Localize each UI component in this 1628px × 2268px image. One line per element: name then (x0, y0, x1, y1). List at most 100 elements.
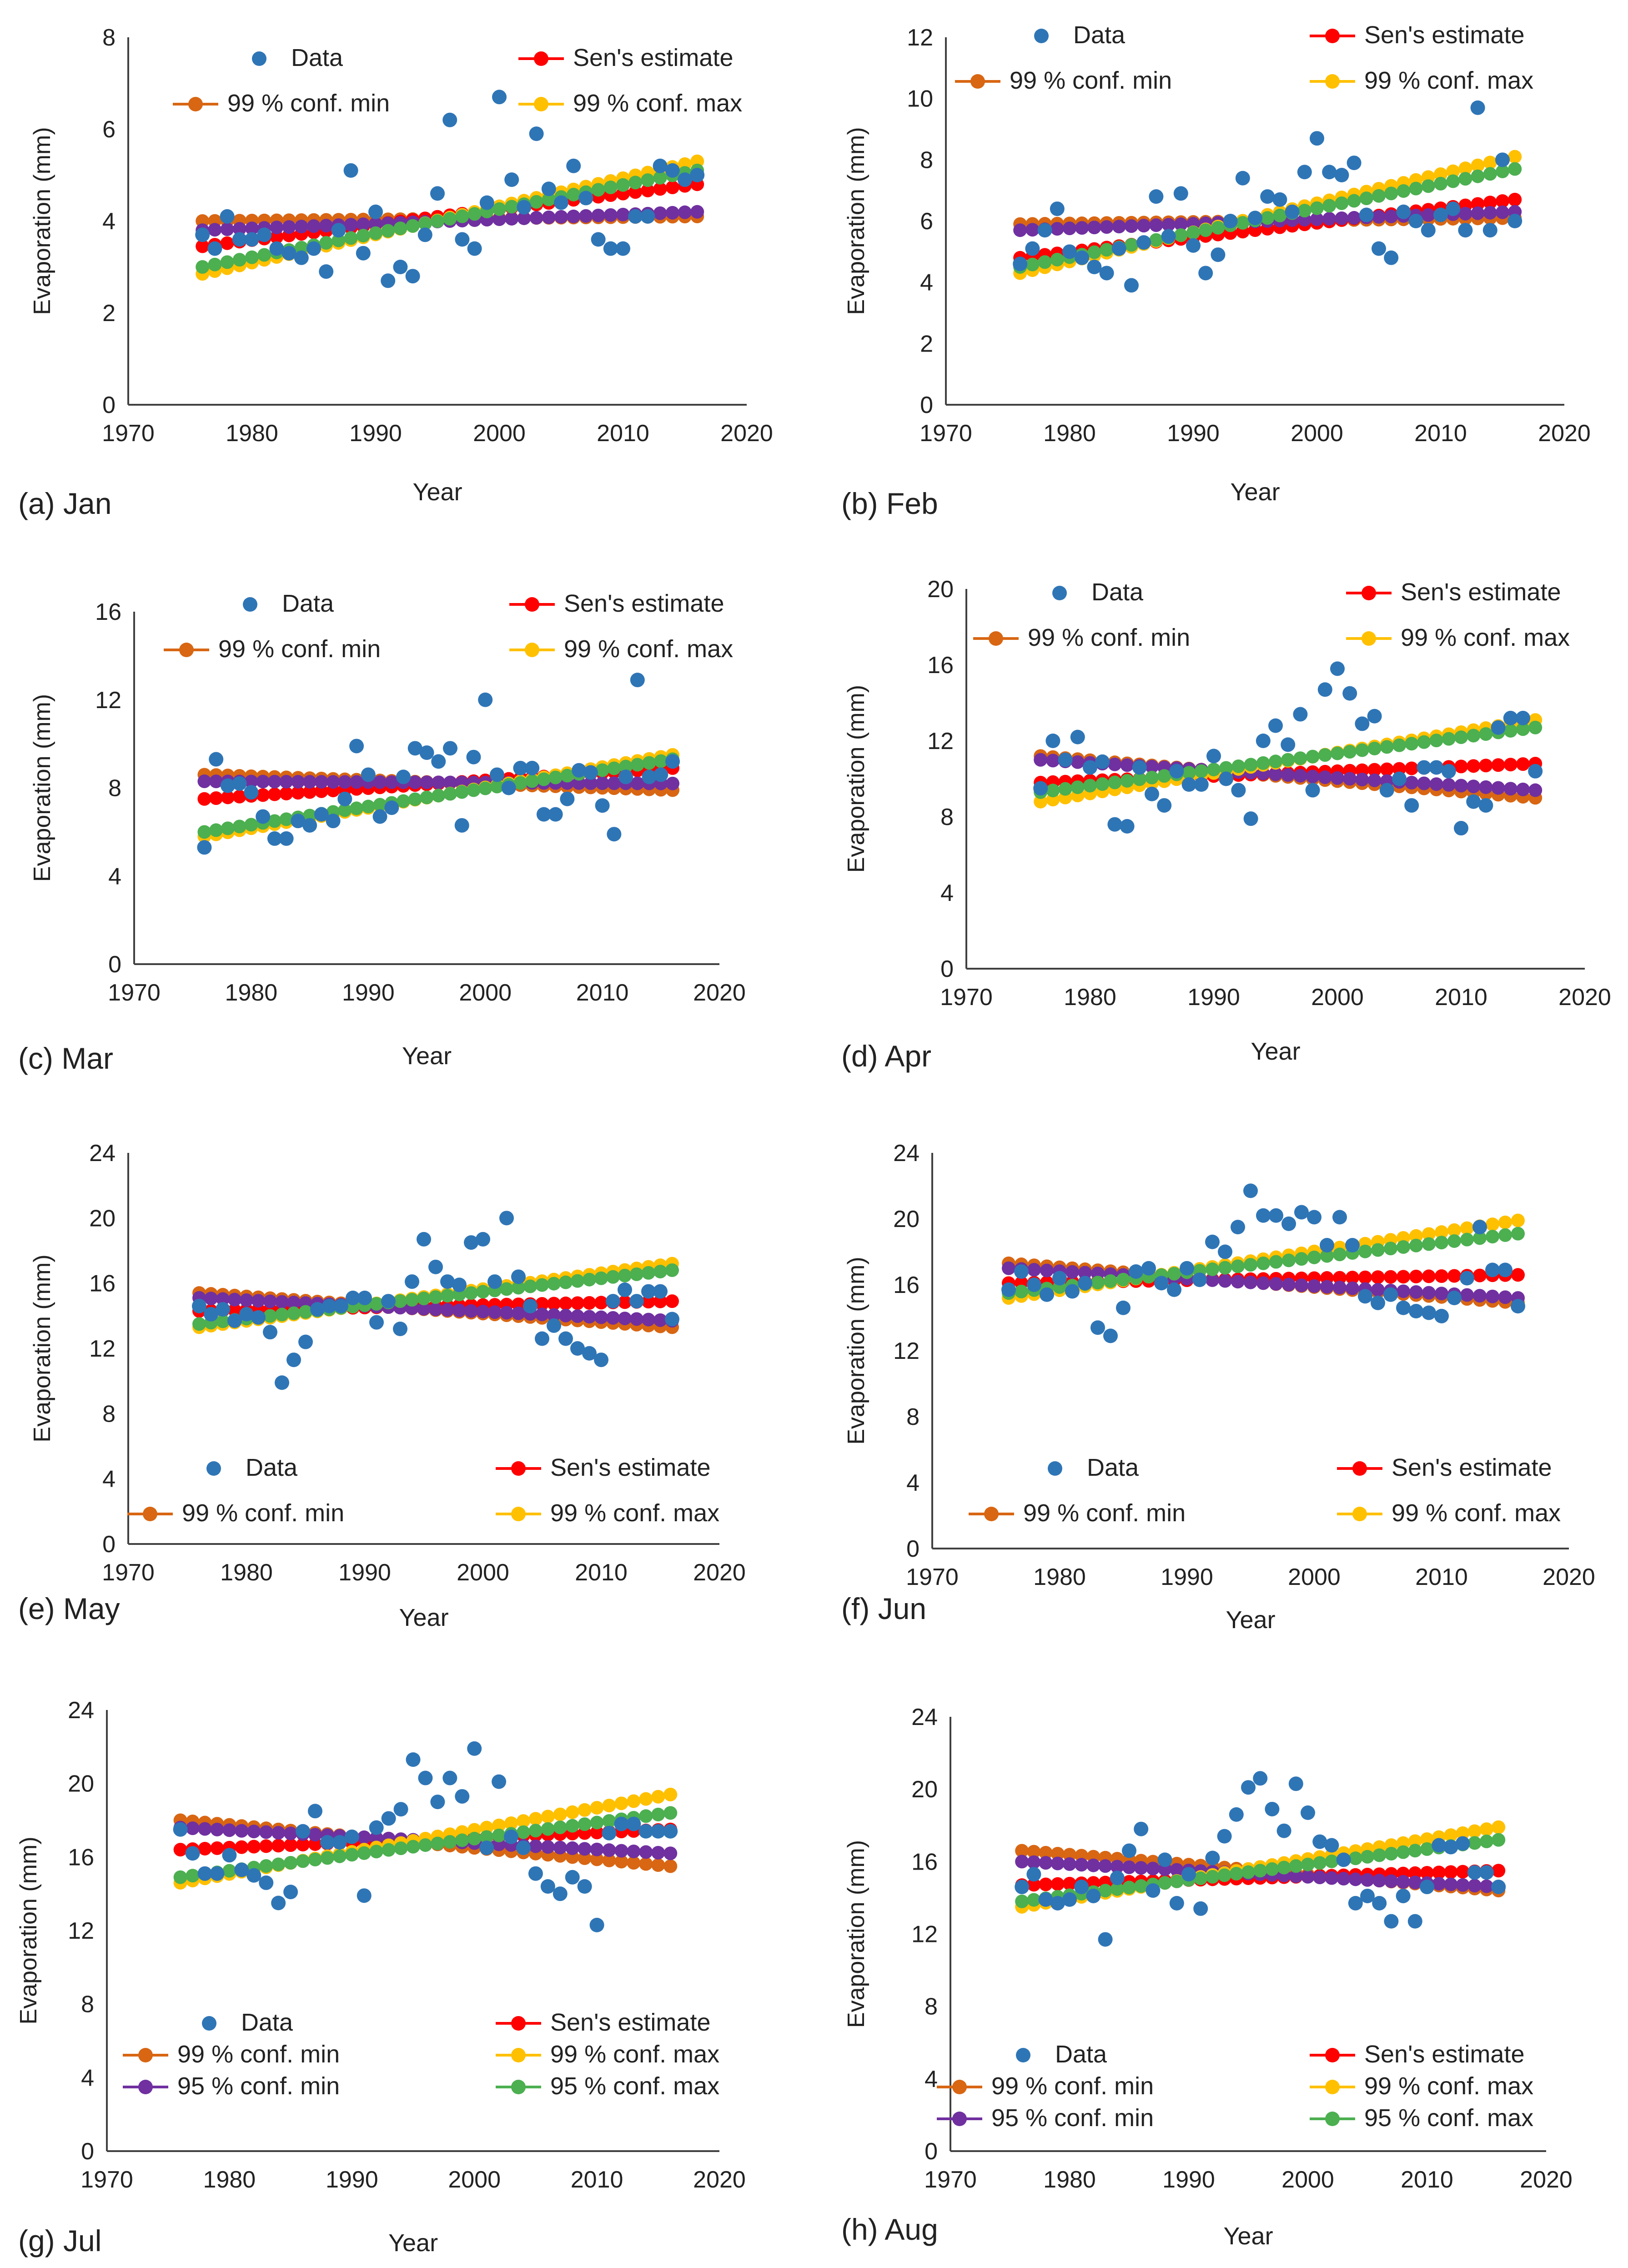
data-point (1157, 798, 1172, 813)
data-point (566, 158, 581, 173)
c95min-marker (602, 1843, 616, 1857)
sen-marker (296, 1838, 310, 1852)
y-tick-label: 0 (102, 1531, 116, 1558)
c95min-marker (244, 774, 258, 789)
c95min-marker (595, 776, 609, 790)
c95min-marker (452, 1303, 466, 1318)
c95min-marker (541, 1840, 555, 1854)
c95max-line-markers (196, 163, 704, 274)
sen-marker (665, 1294, 679, 1308)
legend-item-c95max: 95 % conf. max (1310, 2104, 1533, 2132)
data-point (1379, 783, 1394, 798)
data-point (618, 1282, 632, 1297)
c95min-marker (1313, 1871, 1327, 1885)
x-tick-label: 1990 (1162, 2167, 1215, 2193)
data-point (216, 1302, 230, 1317)
c95min-marker (1046, 754, 1060, 768)
data-point (594, 1353, 608, 1368)
c95min-marker (256, 774, 270, 789)
y-tick-label: 8 (102, 1401, 116, 1427)
c95max-marker (1087, 245, 1101, 259)
c99max-marker (639, 1792, 653, 1806)
c95max-marker (642, 756, 656, 770)
data-point (1446, 201, 1461, 216)
c95min-marker (500, 1306, 513, 1320)
x-tick-label: 1970 (80, 2167, 133, 2193)
legend-item-c99max: 99 % conf. max (518, 90, 742, 117)
x-tick-label: 2010 (1435, 984, 1487, 1011)
c95max-marker (602, 1814, 616, 1828)
c99min-marker (663, 1859, 678, 1873)
legend-label: Data (1091, 578, 1144, 606)
data-point (1422, 1305, 1436, 1320)
data-point (1392, 771, 1407, 786)
c95min-marker (356, 217, 370, 231)
c95min-marker (535, 1307, 549, 1322)
legend-label: 95 % conf. min (177, 2072, 340, 2100)
data-point (1498, 1262, 1512, 1277)
c95max-marker (1206, 1262, 1219, 1276)
c95min-marker (385, 775, 399, 789)
data-point (1107, 817, 1122, 832)
c95max-marker (1132, 772, 1146, 786)
data-point (1087, 260, 1102, 274)
c95min-marker (1498, 1290, 1512, 1304)
sen-marker (228, 1303, 241, 1317)
sen-marker (590, 1825, 604, 1840)
y-tick-label: 12 (893, 1338, 920, 1364)
data-point (452, 1277, 467, 1292)
data-point (220, 209, 235, 224)
data-point (1065, 1284, 1080, 1299)
data-point (271, 1896, 286, 1911)
sen-marker (618, 1295, 632, 1309)
sen-marker (1492, 1864, 1506, 1878)
x-tick-label: 1970 (102, 1559, 155, 1586)
c95min-marker (291, 774, 305, 789)
data-point (1099, 266, 1114, 281)
data-point (286, 1353, 301, 1368)
y-tick-label: 8 (940, 804, 954, 830)
c95max-marker (665, 1263, 679, 1277)
c95max-marker (408, 792, 422, 806)
data-point (246, 1868, 261, 1883)
y-tick-label: 8 (906, 1404, 920, 1430)
c95max-marker (548, 770, 563, 784)
data-point (1281, 737, 1296, 752)
c95max-marker (1027, 1893, 1041, 1907)
data-point (346, 1290, 360, 1305)
data-points (195, 90, 705, 288)
data-point (1432, 1838, 1447, 1853)
c95min-marker (1301, 1870, 1315, 1884)
legend: Data Sen's estimate 99 % conf. min 99 % con… (123, 2009, 719, 2100)
data-point (320, 1835, 335, 1850)
c95min-marker (1310, 212, 1324, 226)
legend-swatch (1325, 2112, 1340, 2126)
c95max-marker (1442, 732, 1456, 746)
data-point (1052, 1271, 1067, 1286)
c99max-marker (504, 1816, 518, 1830)
c95max-marker (299, 1305, 312, 1319)
legend-label: Data (241, 2009, 293, 2036)
data-point (1491, 1880, 1506, 1895)
c95min-marker (1503, 782, 1517, 796)
c95max-marker (578, 1817, 592, 1831)
sen-marker (270, 230, 284, 244)
c95max-marker (1405, 737, 1419, 751)
legend-swatch (252, 51, 266, 66)
legend: Data Sen's estimate 99 % conf. min 99 % con… (973, 578, 1570, 651)
data-point (192, 1298, 206, 1313)
c95max-marker (443, 211, 457, 226)
c95max-marker (1420, 1842, 1434, 1856)
c99max-marker (541, 1810, 555, 1824)
c95min-marker (1137, 219, 1151, 233)
c99max-marker (1447, 1223, 1461, 1237)
y-tick-label: 12 (89, 1336, 116, 1362)
data-point (1434, 1308, 1449, 1323)
c95min-marker (1125, 219, 1138, 233)
c95min-marker (594, 1310, 608, 1324)
data-point (310, 1302, 325, 1317)
data-point (428, 1259, 443, 1274)
c95min-marker (251, 1294, 265, 1308)
data-point (381, 273, 396, 288)
sen-marker (583, 1296, 596, 1310)
